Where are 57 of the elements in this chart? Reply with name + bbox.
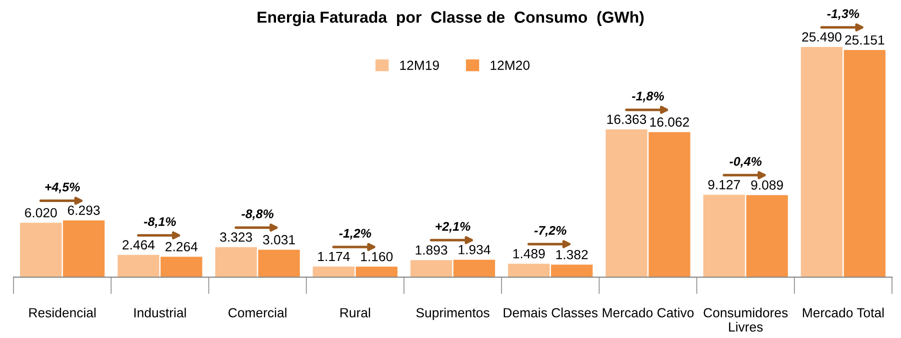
data-label: 3.031 [263,235,295,244]
legend-label: 12M19 [400,60,439,70]
annotation: +2,1% [436,222,470,233]
x-tick-label: Demais Classes [504,308,598,318]
x-tick-label: Residencial [29,308,96,318]
annotation: -8,8% [242,209,274,220]
data-label: 1.382 [556,250,588,260]
data-label: 3.323 [220,232,252,242]
annotation: -1,8% [632,92,664,102]
data-label: 1.489 [513,248,545,258]
bar [215,247,257,278]
data-label: 1.174 [318,252,350,262]
bar [20,222,62,278]
data-label: 9.089 [751,180,783,190]
bar [508,264,550,278]
x-tick-label: Mercado Cativo [602,308,694,318]
data-label: 1.893 [416,245,448,255]
x-tick-label: Rural [340,308,370,318]
annotation: -1,2% [339,228,372,240]
data-label: 6.293 [68,206,100,215]
x-tick-label: Consumidores Livres [704,308,788,332]
x-tick-label: Industrial [134,308,186,318]
x-tick-label: Comercial [228,308,286,318]
bar [160,256,202,278]
bar [800,46,843,278]
data-label: 9.127 [708,180,740,190]
x-tick-label: Mercado Total [802,308,884,318]
data-label: 25.151 [845,35,884,45]
bar [62,220,105,278]
data-label: 1.934 [458,244,490,254]
bar [258,250,300,278]
bar [356,266,398,278]
bar [453,260,496,278]
data-label: 16.062 [650,117,689,127]
data-label: 25.490 [802,32,842,42]
legend-label: 12M20 [490,60,530,70]
data-label: 6.020 [25,208,57,218]
data-label: 1.160 [361,252,393,262]
chart-title: Energia Faturada por Classe de Consumo (GWh) [258,11,644,26]
bar [118,254,160,278]
data-label: 16.363 [607,114,646,124]
annotation: -8,1% [144,217,176,228]
annotation: -7,2% [534,226,566,237]
bar [844,50,886,278]
annotation: -0,4% [730,157,762,168]
data-label: 2.464 [122,240,155,250]
bar [746,195,788,278]
bar [606,129,648,278]
bar [551,264,593,278]
text: -1,3% [827,9,860,20]
bar [648,132,690,278]
data-label: 2.264 [166,242,198,252]
annotation: +4,5% [45,182,80,194]
bar [312,266,354,278]
x-tick-label: Suprimentos [416,308,490,320]
bar [703,194,745,278]
bar [410,260,452,278]
